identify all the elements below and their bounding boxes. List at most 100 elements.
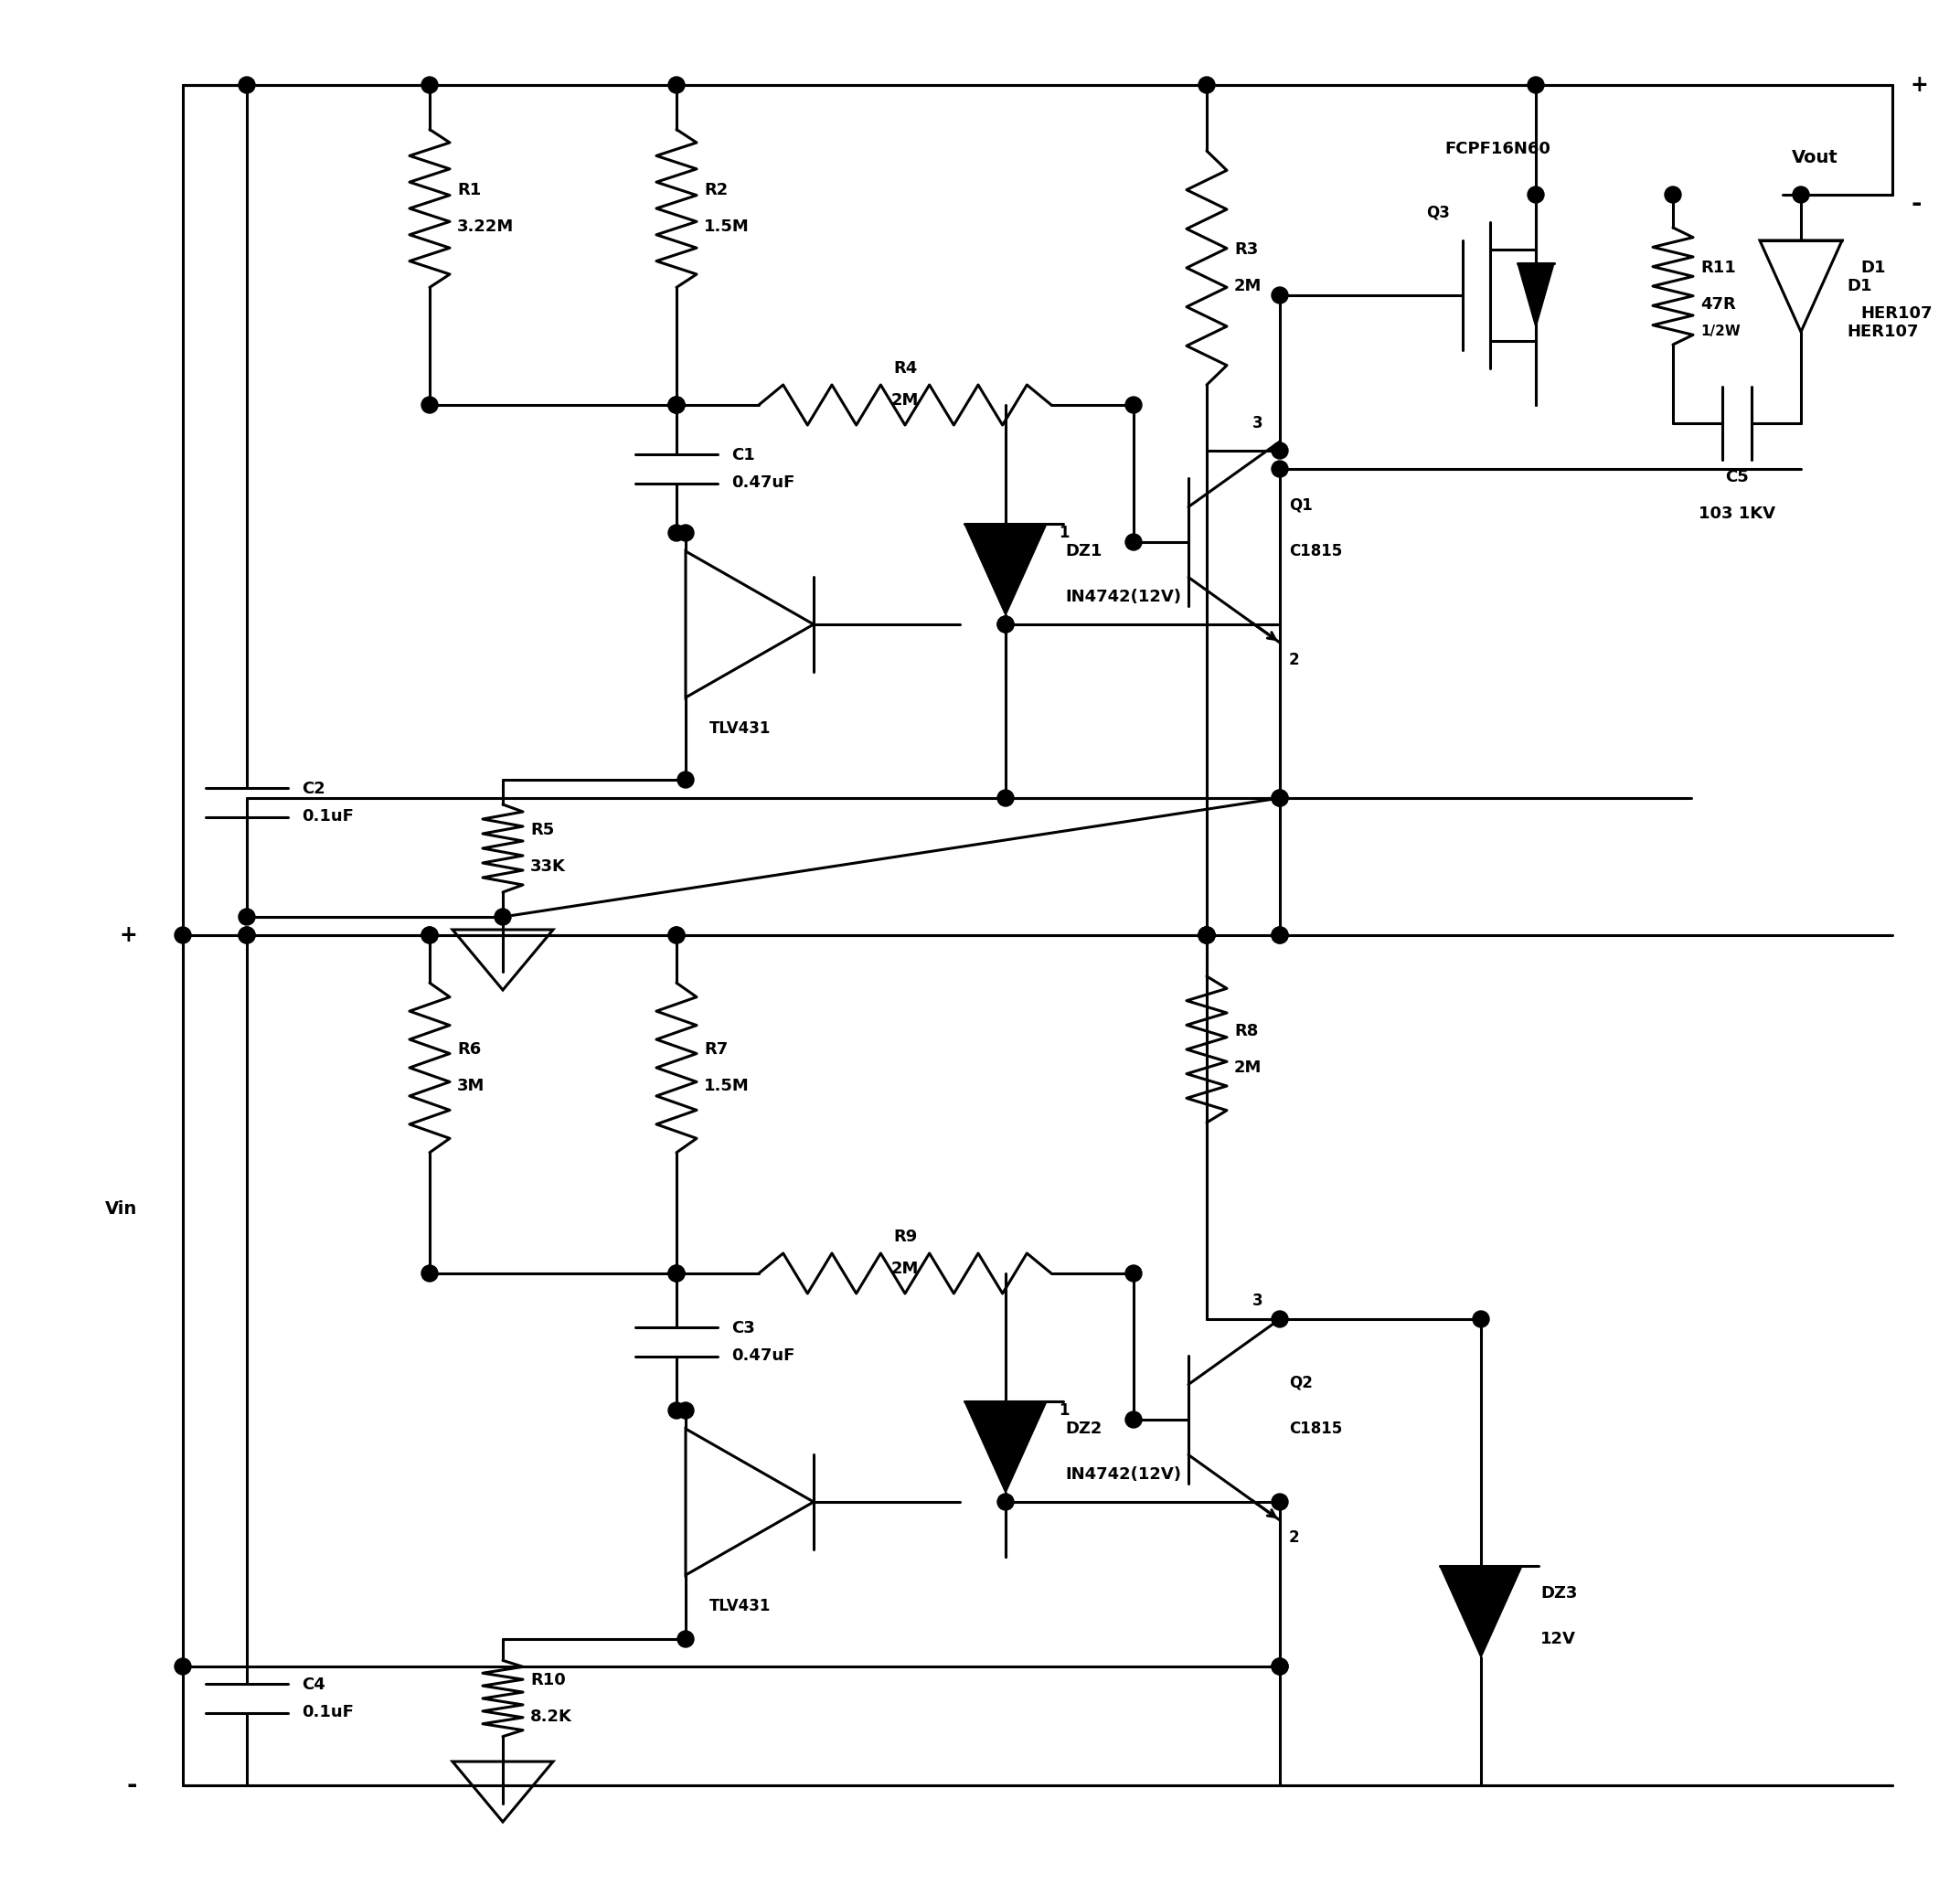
Text: 1.5M: 1.5M xyxy=(704,1078,749,1093)
Text: R8: R8 xyxy=(1235,1023,1258,1038)
Circle shape xyxy=(668,396,684,413)
Text: R4: R4 xyxy=(894,360,917,377)
Text: 3: 3 xyxy=(1252,415,1262,432)
Circle shape xyxy=(239,927,255,944)
Circle shape xyxy=(239,908,255,925)
Circle shape xyxy=(1472,1311,1490,1326)
Circle shape xyxy=(174,1658,190,1675)
Text: 0.1uF: 0.1uF xyxy=(302,807,353,824)
Text: +: + xyxy=(1911,74,1929,97)
Text: 3M: 3M xyxy=(457,1078,484,1093)
Circle shape xyxy=(668,1266,684,1281)
Circle shape xyxy=(1198,927,1215,944)
Text: R11: R11 xyxy=(1701,260,1737,277)
Text: 0.47uF: 0.47uF xyxy=(731,474,794,491)
Circle shape xyxy=(1793,186,1809,203)
Text: TLV431: TLV431 xyxy=(710,1597,772,1615)
Text: DZ1: DZ1 xyxy=(1064,544,1102,559)
Text: FCPF16N60: FCPF16N60 xyxy=(1445,140,1550,157)
Text: 47R: 47R xyxy=(1701,296,1737,313)
Text: 1: 1 xyxy=(1058,525,1070,542)
Text: 0.1uF: 0.1uF xyxy=(302,1704,353,1721)
Text: Q3: Q3 xyxy=(1427,205,1450,222)
Text: -: - xyxy=(127,1772,137,1798)
Circle shape xyxy=(998,616,1013,633)
Circle shape xyxy=(998,616,1013,633)
Text: R2: R2 xyxy=(704,182,727,199)
Circle shape xyxy=(1198,927,1215,944)
Text: Vout: Vout xyxy=(1791,150,1838,167)
Polygon shape xyxy=(1441,1565,1523,1658)
Circle shape xyxy=(1527,186,1544,203)
Text: R7: R7 xyxy=(704,1040,727,1057)
Circle shape xyxy=(1272,460,1288,478)
Text: D1: D1 xyxy=(1860,260,1886,277)
Circle shape xyxy=(1272,442,1288,459)
Circle shape xyxy=(668,1266,684,1281)
Text: 12V: 12V xyxy=(1541,1632,1576,1647)
Text: -: - xyxy=(1911,191,1921,216)
Text: C4: C4 xyxy=(302,1677,325,1692)
Text: +: + xyxy=(120,925,137,946)
Text: Q1: Q1 xyxy=(1290,496,1313,514)
Circle shape xyxy=(1272,1493,1288,1510)
Circle shape xyxy=(1198,927,1215,944)
Polygon shape xyxy=(964,523,1047,616)
Text: Q2: Q2 xyxy=(1290,1376,1313,1391)
Circle shape xyxy=(1125,396,1143,413)
Circle shape xyxy=(1198,927,1215,944)
Text: C1815: C1815 xyxy=(1290,1421,1343,1436)
Circle shape xyxy=(1664,186,1682,203)
Circle shape xyxy=(1125,1412,1143,1427)
Circle shape xyxy=(678,1632,694,1647)
Text: 1: 1 xyxy=(1058,1402,1070,1419)
Text: R6: R6 xyxy=(457,1040,480,1057)
Text: 2M: 2M xyxy=(892,1260,919,1277)
Circle shape xyxy=(494,908,512,925)
Text: 33K: 33K xyxy=(531,858,566,875)
Circle shape xyxy=(1198,78,1215,93)
Circle shape xyxy=(1272,927,1288,944)
Text: R9: R9 xyxy=(894,1228,917,1245)
Circle shape xyxy=(421,396,437,413)
Circle shape xyxy=(678,1402,694,1419)
Circle shape xyxy=(174,927,190,944)
Text: C3: C3 xyxy=(731,1321,755,1336)
Circle shape xyxy=(1272,1658,1288,1675)
Text: D1: D1 xyxy=(1846,279,1872,294)
Circle shape xyxy=(1272,790,1288,805)
Text: R3: R3 xyxy=(1235,241,1258,258)
Circle shape xyxy=(421,1266,437,1281)
Text: DZ3: DZ3 xyxy=(1541,1584,1578,1601)
Text: 2M: 2M xyxy=(892,392,919,409)
Text: C5: C5 xyxy=(1725,468,1748,485)
Text: 1/2W: 1/2W xyxy=(1701,324,1740,339)
Text: 2: 2 xyxy=(1290,1529,1299,1546)
Circle shape xyxy=(668,927,684,944)
Circle shape xyxy=(421,78,437,93)
Circle shape xyxy=(239,927,255,944)
Text: TLV431: TLV431 xyxy=(710,720,772,737)
Circle shape xyxy=(668,78,684,93)
Circle shape xyxy=(1272,927,1288,944)
Circle shape xyxy=(998,790,1013,805)
Circle shape xyxy=(678,771,694,788)
Circle shape xyxy=(1527,78,1544,93)
Circle shape xyxy=(1272,1658,1288,1675)
Text: 103 1KV: 103 1KV xyxy=(1699,506,1776,521)
Text: Vin: Vin xyxy=(106,1201,137,1218)
Text: 2: 2 xyxy=(1290,652,1299,669)
Text: DZ2: DZ2 xyxy=(1064,1421,1102,1436)
Polygon shape xyxy=(1517,263,1554,328)
Circle shape xyxy=(1125,1266,1143,1281)
Circle shape xyxy=(668,396,684,413)
Circle shape xyxy=(239,78,255,93)
Text: R1: R1 xyxy=(457,182,480,199)
Circle shape xyxy=(1125,534,1143,550)
Text: 0.47uF: 0.47uF xyxy=(731,1347,794,1364)
Text: 3: 3 xyxy=(1252,1292,1262,1309)
Text: 2M: 2M xyxy=(1235,279,1262,294)
Text: 3.22M: 3.22M xyxy=(457,218,514,235)
Circle shape xyxy=(1272,286,1288,303)
Circle shape xyxy=(668,1402,684,1419)
